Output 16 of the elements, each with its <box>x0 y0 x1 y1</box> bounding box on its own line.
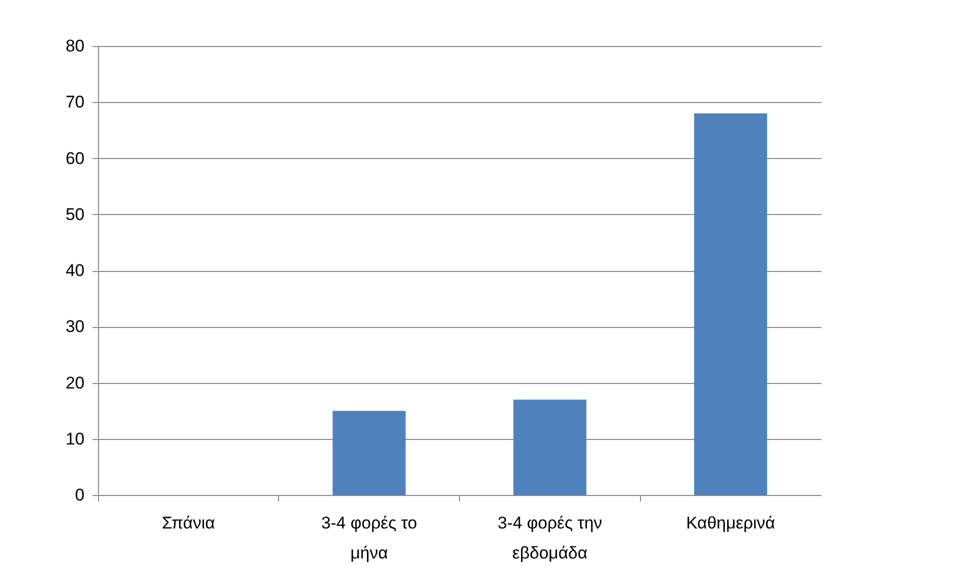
x-tick-label: Σπάνια <box>162 514 216 532</box>
bar <box>332 410 406 495</box>
x-tick-label: 3-4 φορές την εβδομάδα <box>498 514 602 562</box>
y-tick-label: 50 <box>66 204 84 224</box>
bar <box>513 400 586 495</box>
y-tick-label: 80 <box>66 36 84 56</box>
y-tick-label: 60 <box>66 148 84 168</box>
y-tick-label: 40 <box>66 261 84 280</box>
y-tick-label: 70 <box>66 92 84 112</box>
x-tick-label: Καθημερινά <box>686 514 776 532</box>
y-tick-label: 30 <box>66 317 84 336</box>
y-tick-label: 20 <box>66 373 84 392</box>
bar <box>694 113 768 495</box>
x-tick-label: 3-4 φορές το μήνα <box>321 514 418 562</box>
y-tick-label: 10 <box>66 429 84 448</box>
y-tick-label: 0 <box>75 486 84 504</box>
